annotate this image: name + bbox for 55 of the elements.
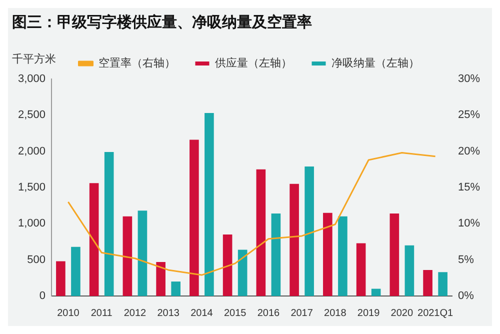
x-tick-label: 2012 — [124, 308, 147, 319]
y2-tick-label: 10% — [458, 218, 480, 230]
legend-label: 空置率（右轴） — [98, 56, 176, 70]
x-tick-label: 2016 — [257, 308, 280, 319]
bar — [171, 282, 180, 296]
x-tick-label: 2020 — [390, 308, 414, 319]
bar — [404, 245, 414, 296]
y-tick-label: 2,000 — [18, 145, 46, 158]
x-tick-label: 2013 — [157, 308, 180, 319]
y-tick-label: 1,000 — [18, 218, 46, 230]
y2-tick-label: 5% — [458, 254, 474, 266]
y-tick-label: 2,500 — [18, 109, 46, 122]
bar — [122, 216, 132, 296]
x-tick-label: 2018 — [324, 308, 347, 319]
x-tick-label: 2011 — [90, 308, 113, 319]
bar — [356, 243, 366, 296]
x-tick-label: 2015 — [224, 308, 247, 319]
y-tick-label: 3,000 — [18, 73, 46, 86]
bar — [256, 169, 266, 296]
x-tick-label: 2010 — [57, 308, 80, 319]
bar — [204, 112, 214, 296]
bar — [238, 250, 248, 296]
x-tick-label: 2019 — [357, 308, 380, 319]
y2-tick-label: 25% — [458, 109, 480, 122]
bar — [371, 288, 381, 296]
chart-title: 图三：甲级写字楼供应量、净吸纳量及空置率 — [12, 13, 312, 32]
x-tick-label: 2014 — [190, 308, 214, 319]
bar — [338, 216, 348, 296]
bar — [423, 270, 432, 296]
bar — [323, 212, 332, 296]
x-tick-label: 2021Q1 — [418, 308, 454, 319]
bar — [304, 166, 314, 296]
y-axis-title: 千平方米 — [12, 52, 56, 66]
y2-tick-label: 30% — [458, 73, 480, 86]
bar — [89, 183, 99, 296]
bar — [222, 234, 232, 296]
y-tick-label: 0 — [39, 290, 46, 302]
y-tick-label: 500 — [27, 254, 46, 266]
x-tick-label: 2017 — [290, 308, 314, 319]
bar — [156, 262, 166, 296]
legend-label: 净吸纳量（左轴） — [331, 56, 420, 70]
bar — [71, 246, 80, 296]
bar — [438, 272, 448, 296]
y2-tick-label: 0% — [458, 290, 474, 302]
bar — [104, 152, 114, 296]
bar — [271, 214, 281, 296]
y-tick-label: 1,500 — [18, 182, 46, 194]
bar — [390, 214, 400, 296]
bar — [138, 210, 148, 296]
y2-tick-label: 20% — [458, 145, 480, 158]
bar — [190, 140, 199, 296]
bar — [290, 184, 299, 296]
legend-label: 供应量（左轴） — [214, 56, 292, 70]
bar — [56, 261, 66, 296]
y2-tick-label: 15% — [458, 182, 480, 194]
